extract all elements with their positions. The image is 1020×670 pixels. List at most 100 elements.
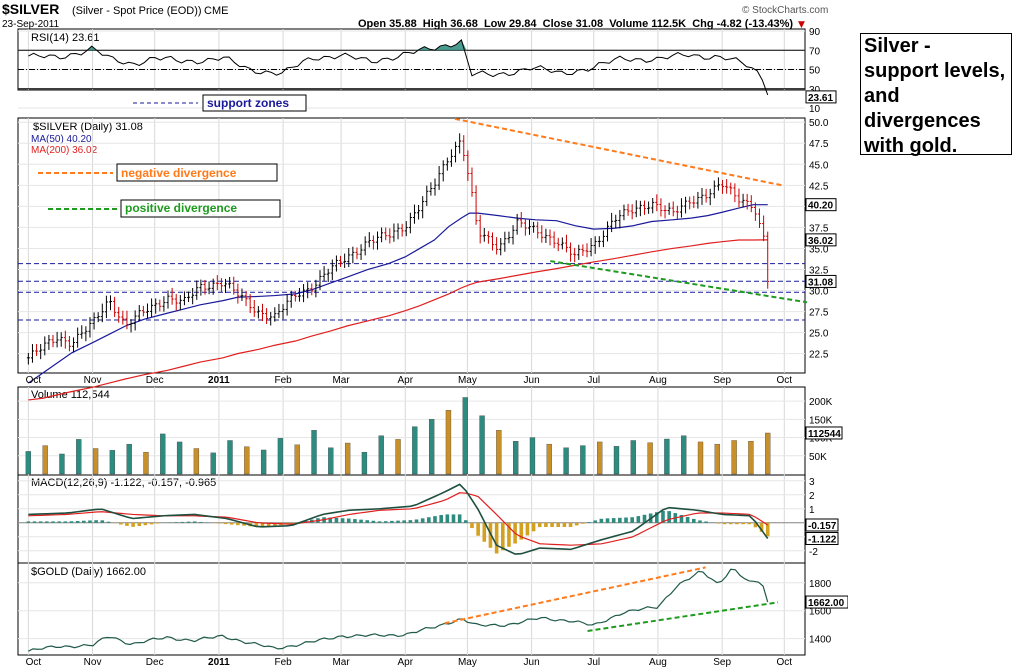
support-zones-box xyxy=(202,94,307,112)
macd-histogram-bar xyxy=(217,522,222,524)
month-label-bottom: Mar xyxy=(332,657,350,668)
macd-histogram-bar xyxy=(691,518,696,523)
volume-bar xyxy=(160,433,166,475)
macd-tick-label: 1 xyxy=(809,505,815,516)
gold-orange-trendline xyxy=(444,566,706,625)
macd-histogram-bar xyxy=(550,522,554,527)
month-label-bottom: Oct xyxy=(26,657,42,668)
volume-bar xyxy=(176,441,183,475)
ma50-line xyxy=(28,204,768,384)
rsi-tick-label: 10 xyxy=(809,104,821,115)
volume-bar xyxy=(546,443,552,475)
stockcharts-watermark: © StockCharts.com xyxy=(742,5,828,16)
macd-histogram-bar xyxy=(562,522,567,527)
rsi-value-tag-box xyxy=(805,90,837,104)
month-label-bottom: May xyxy=(458,657,477,668)
macd-histogram-bar xyxy=(420,518,425,523)
macd-histogram-bar xyxy=(346,518,351,523)
price-tick-label: 25.0 xyxy=(809,329,829,340)
gold-value-tag-box xyxy=(805,595,848,609)
volume-bar xyxy=(227,440,233,475)
volume-bar xyxy=(714,443,720,475)
macd-histogram-bar xyxy=(82,520,86,523)
macd-histogram-bar xyxy=(236,522,240,526)
macd-histogram-bar xyxy=(765,522,770,537)
month-label-bottom: Oct xyxy=(777,657,793,668)
macd-histogram-bar xyxy=(667,511,671,523)
macd-histogram-bar xyxy=(118,522,123,525)
volume-bar xyxy=(462,397,468,475)
macd-histogram-bar xyxy=(106,521,111,523)
macd-histogram-bar xyxy=(100,520,105,523)
macd-histogram-bar xyxy=(618,517,622,523)
macd-histogram-bar xyxy=(402,520,406,523)
macd-histogram-bar xyxy=(470,522,474,529)
volume-bar xyxy=(630,440,636,475)
macd-histogram-bar xyxy=(174,522,179,523)
macd-histogram-bar xyxy=(759,522,764,532)
macd-histogram-bar xyxy=(353,519,357,523)
macd-histogram-bar xyxy=(642,514,647,523)
macd-histogram-bar xyxy=(439,515,443,523)
macd-histogram-bar xyxy=(581,522,585,524)
volume-bar xyxy=(294,444,300,475)
volume-bar xyxy=(731,440,737,475)
volume-bar xyxy=(496,430,502,475)
macd-histogram-bar xyxy=(180,521,185,523)
macd-histogram-bar xyxy=(605,518,610,523)
macd-histogram-bar xyxy=(223,522,228,525)
macd-histogram-bar xyxy=(679,515,684,523)
macd-signal-line xyxy=(28,492,769,546)
macd-histogram-bar xyxy=(661,510,665,523)
macd-histogram-bar xyxy=(611,518,616,523)
macd-histogram-bar xyxy=(525,522,530,536)
macd-histogram-bar xyxy=(340,518,345,523)
macd-histogram-bar xyxy=(390,520,394,523)
macd-histogram-bar xyxy=(587,522,591,523)
price-value-tag-box xyxy=(805,233,837,247)
volume-value-tag: 112544 xyxy=(808,429,841,440)
ma50-legend: MA(50) 40.20 xyxy=(31,134,92,145)
macd-histogram-bar xyxy=(192,521,197,523)
commentary-line-3: and xyxy=(864,85,900,107)
macd-line xyxy=(28,483,769,555)
macd-histogram-bar xyxy=(88,520,92,523)
macd-title: MACD(12,26,9) -1.122, -0.157, -0.965 xyxy=(31,477,216,489)
macd-histogram-bar xyxy=(568,522,573,527)
macd-value-tag: -1.122 xyxy=(808,535,837,546)
volume-bar xyxy=(344,442,351,475)
macd-histogram-bar xyxy=(291,522,296,524)
volume-bar xyxy=(412,426,418,475)
month-label-top: Dec xyxy=(146,375,164,386)
macd-histogram-bar xyxy=(125,522,129,526)
macd-histogram-bar xyxy=(32,521,37,523)
price-value-tag-box xyxy=(805,198,837,212)
macd-histogram-bar xyxy=(451,514,456,523)
price-value-tag: 40.20 xyxy=(808,201,833,212)
price-tick-label: 27.5 xyxy=(809,308,829,319)
macd-histogram-bar xyxy=(464,520,468,523)
macd-histogram-bar xyxy=(69,521,74,523)
volume-bar xyxy=(428,419,435,475)
macd-histogram-bar xyxy=(273,522,277,526)
macd-tick-label: 3 xyxy=(809,477,815,488)
commentary-box: Silver - support levels, and divergences… xyxy=(860,33,1012,157)
macd-histogram-bar xyxy=(155,522,160,524)
macd-histogram-bar xyxy=(408,520,413,523)
macd-histogram-bar xyxy=(383,521,388,523)
macd-histogram-bar xyxy=(698,520,702,523)
month-label-top: Jun xyxy=(524,375,540,386)
volume-bar xyxy=(529,437,536,475)
volume-bar xyxy=(647,442,653,475)
macd-histogram-bar xyxy=(131,522,135,527)
ma200-line xyxy=(28,239,768,401)
price-value-tag-box xyxy=(805,274,837,288)
month-label-bottom: Sep xyxy=(713,657,731,668)
volume-tick-label: 200K xyxy=(809,397,833,408)
price-value-tag: 36.02 xyxy=(808,236,833,247)
macd-histogram-bar xyxy=(593,520,598,523)
price-tick-label: 50.0 xyxy=(809,118,829,129)
macd-histogram-bar xyxy=(537,522,542,528)
commentary-line-1: Silver - xyxy=(864,35,931,57)
gold-title: $GOLD (Daily) 1662.00 xyxy=(31,566,146,578)
